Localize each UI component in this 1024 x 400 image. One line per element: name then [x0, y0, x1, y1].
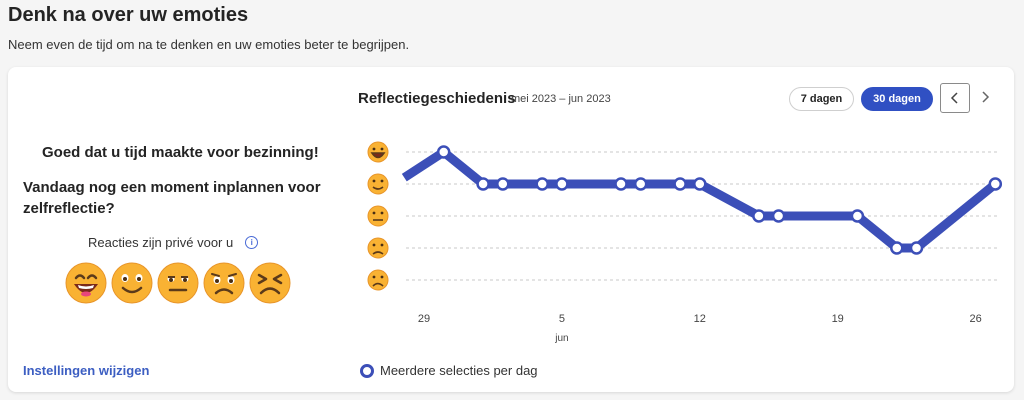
range-7-days-button[interactable]: 7 dagen [789, 87, 854, 111]
data-point [909, 241, 924, 255]
data-point [535, 177, 549, 191]
y-axis-happy-icon [367, 173, 389, 195]
info-icon[interactable]: i [245, 236, 259, 249]
previous-period-button[interactable] [940, 83, 970, 113]
privacy-note-text: Reacties zijn privé voor u [88, 235, 234, 250]
data-point [496, 177, 510, 191]
page-title: Denk na over uw emoties [8, 4, 249, 26]
range-30-days-button[interactable]: 30 dagen [861, 87, 933, 111]
data-point [476, 177, 490, 191]
page-subtitle: Neem even de tijd om na te denken en uw … [8, 37, 410, 52]
legend-label: Meerdere selecties per dag [380, 363, 538, 378]
chart-legend: Meerdere selecties per dag [360, 363, 538, 378]
privacy-note: Reacties zijn privé voor u i [88, 235, 259, 250]
chart-title: Reflectiegeschiedenis [358, 90, 516, 107]
data-point [436, 145, 451, 159]
y-axis-sad-icon [367, 237, 389, 259]
y-axis-neutral-icon [367, 205, 389, 227]
x-tick-label: 12 [694, 313, 706, 325]
sad-icon[interactable] [202, 261, 246, 305]
data-point [614, 177, 628, 191]
legend-marker [360, 363, 374, 378]
x-tick-label: 5 [559, 313, 565, 325]
data-point [850, 209, 865, 223]
y-axis-very-sad-icon [367, 269, 389, 291]
data-point [988, 177, 1003, 191]
data-point [673, 177, 687, 191]
reflection-chart: 29 5 12 19 26 jun [367, 141, 1003, 344]
data-point [771, 209, 786, 223]
x-tick-label: 26 [969, 313, 981, 325]
neutral-icon[interactable] [156, 261, 200, 305]
chart-date-range: mei 2023 – jun 2023 [511, 93, 611, 105]
settings-link[interactable]: Instellingen wijzigen [23, 363, 150, 378]
x-tick-label: 19 [832, 313, 844, 325]
very-happy-icon[interactable] [64, 261, 108, 305]
x-tick-label: 29 [418, 313, 430, 325]
data-point [752, 209, 766, 223]
reminder-message: Vandaag nog een moment inplannen voor ze… [23, 179, 321, 217]
series-line [401, 146, 999, 253]
emotion-selector [64, 261, 292, 305]
very-sad-icon[interactable] [248, 261, 292, 305]
happy-icon[interactable] [110, 261, 154, 305]
encouragement-message: Goed dat u tijd maakte voor bezinning! [42, 144, 319, 161]
reflection-card: Goed dat u tijd maakte voor bezinning! V… [8, 67, 1014, 392]
data-point [633, 177, 648, 191]
x-month-label: jun [554, 333, 568, 344]
data-point [555, 177, 569, 191]
chevron-left-icon [950, 92, 958, 104]
chevron-right-icon [982, 91, 990, 103]
data-point [890, 241, 904, 255]
feedback-panel: Goed dat u tijd maakte voor bezinning! V… [8, 67, 348, 392]
data-point [693, 177, 707, 191]
next-period-button[interactable] [976, 83, 994, 111]
y-axis-very-happy-icon [367, 141, 389, 163]
